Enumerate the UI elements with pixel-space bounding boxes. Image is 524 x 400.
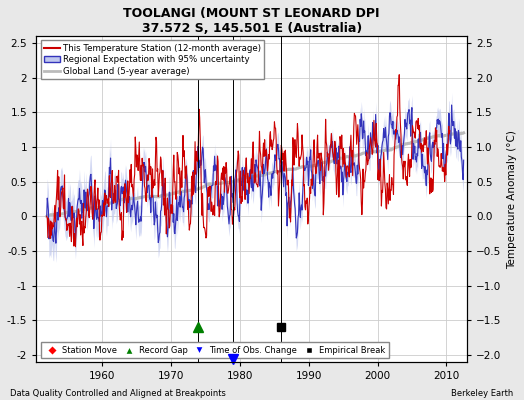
Text: Data Quality Controlled and Aligned at Breakpoints: Data Quality Controlled and Aligned at B… xyxy=(10,389,226,398)
Legend: Station Move, Record Gap, Time of Obs. Change, Empirical Break: Station Move, Record Gap, Time of Obs. C… xyxy=(40,342,388,358)
Title: TOOLANGI (MOUNT ST LEONARD DPI
37.572 S, 145.501 E (Australia): TOOLANGI (MOUNT ST LEONARD DPI 37.572 S,… xyxy=(124,7,380,35)
Y-axis label: Temperature Anomaly (°C): Temperature Anomaly (°C) xyxy=(507,130,517,268)
Text: Berkeley Earth: Berkeley Earth xyxy=(451,389,514,398)
